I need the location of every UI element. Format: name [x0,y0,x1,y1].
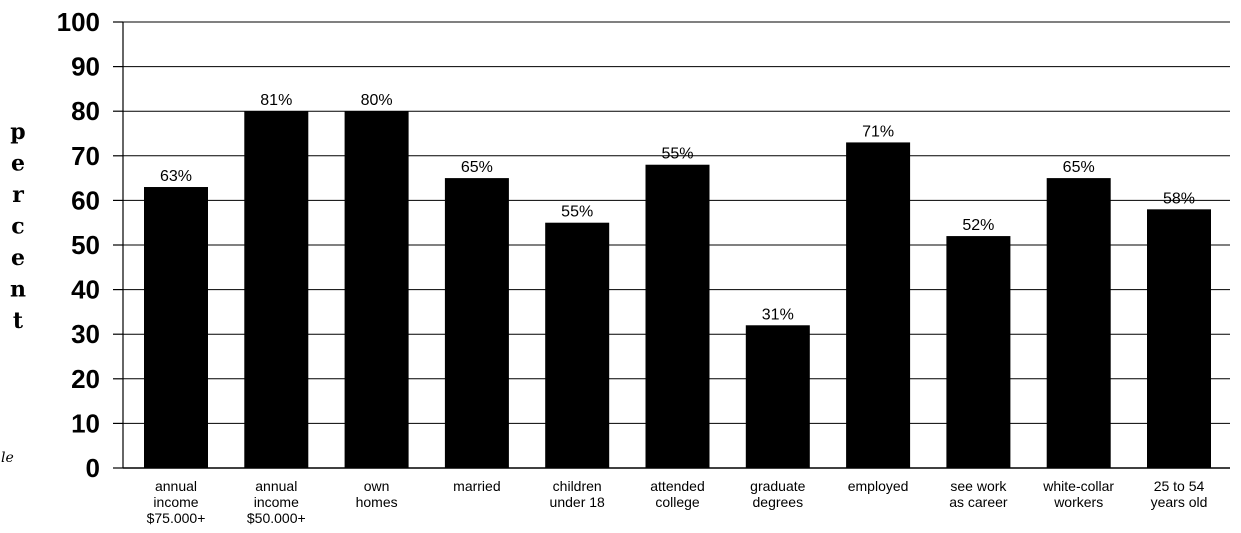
y-tick-label: 70 [71,141,100,171]
data-label: 71% [862,123,894,140]
bar [444,178,509,468]
y-axis-label-letter: t [13,308,24,334]
x-tick-label: married [453,478,500,494]
y-axis-label-letter: p [10,119,25,145]
bar [745,325,810,468]
x-tick-label: graduate degrees [750,478,805,510]
bar [144,187,208,468]
y-tick-label: 90 [71,52,100,82]
bars [144,111,1211,469]
y-axis-label-letter: e [11,245,25,271]
data-label: 63% [160,168,192,185]
x-tick-label: see work as career [949,478,1008,510]
x-tick-label: annual income $75.000+ [147,478,206,526]
y-tick-label: 60 [71,185,100,215]
data-label: 31% [762,306,794,323]
y-axis-label-letter: e [11,151,25,177]
x-tick-label: attended college [650,478,705,510]
data-label: 55% [661,146,693,163]
data-label: 52% [962,217,994,234]
bar [1147,209,1211,468]
bar [545,222,610,468]
data-label: 65% [461,159,493,176]
bar [1046,178,1111,468]
y-axis-label-letter: c [11,214,24,240]
x-tick-labels: annual income $75.000+ annual income $50.000+… [147,478,1208,526]
data-labels: 63% 81% 80% 65% 55% 55% 31% 71% 52% 65% 58% [160,92,1195,323]
y-tick-label: 100 [57,7,100,37]
y-axis-label-letter: r [12,182,24,208]
data-label: 55% [561,204,593,221]
y-tick-label: 50 [71,230,100,260]
x-tick-label: own homes [356,478,398,510]
y-tick-label: 0 [86,453,100,483]
y-axis-label-letter: n [10,277,26,303]
data-label: 80% [361,92,393,109]
x-tick-label: children under 18 [550,478,605,510]
x-tick-label: annual income $50.000+ [247,478,306,526]
bar [244,111,309,468]
bar [344,111,409,468]
y-tick-label: 80 [71,96,100,126]
y-tick-label: 40 [71,275,100,305]
y-tick-label: 20 [71,364,100,394]
bar [846,142,911,469]
stray-text: le [1,450,14,466]
bar [946,236,1011,468]
bar [645,164,710,468]
y-tick-label: 10 [71,408,100,438]
data-label: 58% [1163,190,1195,207]
x-tick-label: 25 to 54 years old [1151,478,1208,510]
data-label: 81% [260,92,292,109]
data-label: 65% [1063,159,1095,176]
x-tick-label: employed [848,478,909,494]
y-tick-label: 30 [71,319,100,349]
y-tick-labels: 0 10 20 30 40 50 60 70 80 90 100 [57,7,100,483]
x-tick-label: white-collar workers [1042,478,1114,510]
